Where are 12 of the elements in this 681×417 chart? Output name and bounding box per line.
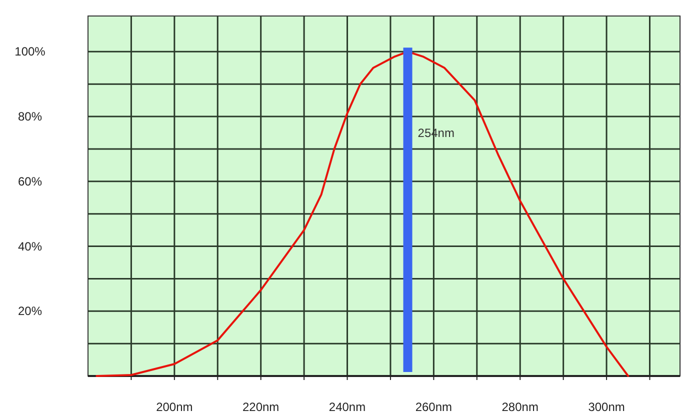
- y-tick-label: 40%: [18, 239, 42, 254]
- x-tick-label: 200nm: [156, 400, 193, 414]
- x-tick-label: 280nm: [502, 400, 538, 414]
- x-tick-label: 260nm: [415, 400, 452, 414]
- line-series: [96, 50, 630, 377]
- y-tick-label: 20%: [18, 304, 42, 318]
- y-tick-label: 60%: [18, 174, 42, 188]
- x-tick-label: 300nm: [588, 400, 625, 414]
- y-tick-label: 80%: [18, 110, 42, 124]
- x-tick-label: 220nm: [242, 400, 280, 414]
- y-tick-label: 100%: [14, 44, 46, 59]
- x-tick-label: 240nm: [328, 400, 366, 414]
